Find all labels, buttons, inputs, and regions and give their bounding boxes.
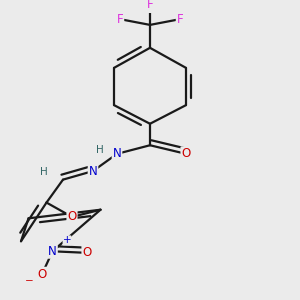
Text: O: O — [68, 210, 76, 224]
Text: O: O — [82, 246, 91, 259]
Text: F: F — [147, 0, 153, 11]
Text: H: H — [96, 145, 104, 154]
Text: O: O — [182, 147, 190, 160]
Text: O: O — [38, 268, 46, 281]
Text: H: H — [40, 167, 47, 178]
Text: N: N — [88, 164, 98, 178]
Text: N: N — [112, 147, 122, 160]
Text: −: − — [25, 276, 34, 286]
Text: F: F — [177, 13, 183, 26]
Text: N: N — [48, 245, 57, 258]
Text: F: F — [117, 13, 123, 26]
Text: +: + — [63, 236, 71, 245]
